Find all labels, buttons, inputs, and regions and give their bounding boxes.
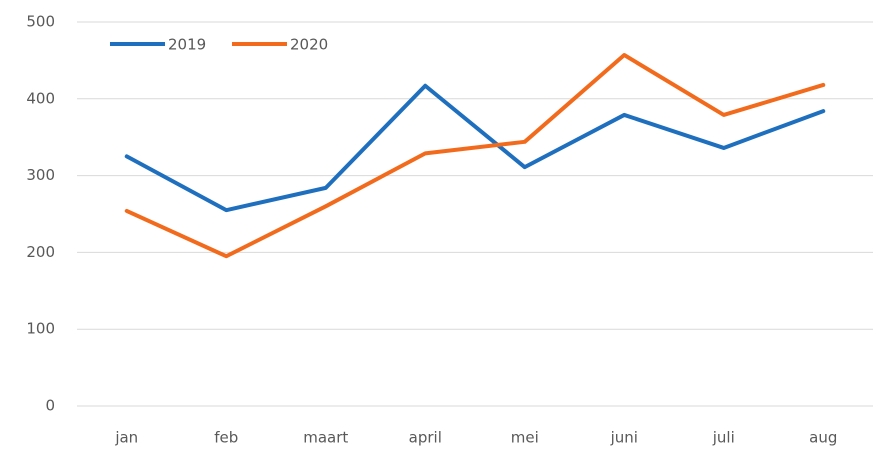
x-tick-label: jan [114,429,138,447]
legend-label: 2019 [168,36,206,54]
x-tick-label: juni [610,429,638,447]
y-tick-label: 500 [26,13,55,31]
series-line [124,83,826,213]
y-tick-label: 200 [26,243,55,261]
y-tick-label: 100 [26,320,55,338]
x-tick-label: april [409,429,442,447]
series-line [124,53,826,259]
x-tick-label: feb [214,429,238,447]
y-tick-label: 0 [45,397,55,415]
y-tick-label: 300 [26,166,55,184]
y-tick-label: 400 [26,89,55,107]
x-tick-label: juli [712,429,735,447]
legend-label: 2020 [290,36,328,54]
x-tick-label: aug [809,429,837,447]
x-tick-label: maart [303,429,348,447]
x-tick-label: mei [511,429,539,447]
